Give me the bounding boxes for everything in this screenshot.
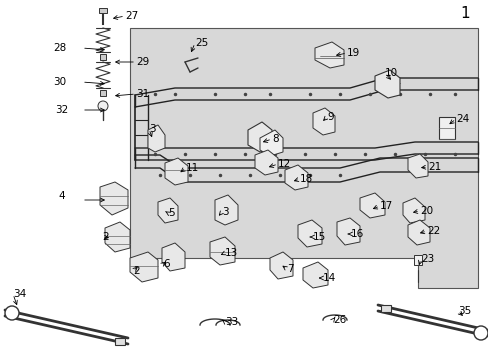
- Text: 2: 2: [133, 266, 140, 276]
- Polygon shape: [209, 237, 235, 265]
- Bar: [100, 90, 106, 96]
- Polygon shape: [312, 108, 334, 135]
- Bar: [413, 255, 421, 265]
- Text: 9: 9: [326, 112, 333, 122]
- Text: 22: 22: [426, 226, 439, 236]
- Polygon shape: [336, 218, 359, 245]
- Polygon shape: [260, 130, 283, 156]
- Polygon shape: [359, 193, 384, 218]
- Polygon shape: [374, 70, 399, 98]
- Text: 35: 35: [457, 306, 470, 316]
- Text: 2: 2: [102, 232, 108, 242]
- Text: 11: 11: [185, 163, 199, 173]
- Polygon shape: [247, 122, 271, 152]
- Polygon shape: [297, 220, 321, 247]
- Polygon shape: [130, 28, 477, 288]
- Text: 29: 29: [136, 57, 149, 67]
- Text: 5: 5: [168, 208, 174, 218]
- Text: 26: 26: [332, 315, 346, 325]
- Text: 3: 3: [149, 124, 155, 134]
- Bar: [438, 117, 454, 139]
- Text: 7: 7: [286, 264, 293, 274]
- Text: 4: 4: [58, 191, 64, 201]
- Text: 27: 27: [125, 11, 138, 21]
- Text: 28: 28: [53, 43, 66, 53]
- Polygon shape: [285, 165, 307, 190]
- Text: 14: 14: [323, 273, 336, 283]
- Polygon shape: [407, 220, 429, 245]
- Polygon shape: [130, 252, 158, 282]
- Bar: [380, 305, 390, 311]
- Polygon shape: [303, 262, 327, 288]
- Polygon shape: [148, 125, 164, 152]
- Text: 21: 21: [427, 162, 440, 172]
- Polygon shape: [402, 198, 424, 223]
- Polygon shape: [105, 222, 130, 252]
- Text: 34: 34: [13, 289, 26, 299]
- Circle shape: [98, 101, 108, 111]
- Polygon shape: [407, 154, 427, 178]
- Text: 16: 16: [350, 229, 364, 239]
- Text: 30: 30: [53, 77, 66, 87]
- Text: 6: 6: [163, 259, 169, 269]
- Text: 3: 3: [222, 207, 228, 217]
- Polygon shape: [100, 182, 128, 215]
- Text: 12: 12: [278, 159, 291, 169]
- Polygon shape: [162, 243, 184, 271]
- Polygon shape: [314, 42, 343, 68]
- Text: 23: 23: [420, 254, 433, 264]
- Text: 10: 10: [384, 68, 397, 78]
- Polygon shape: [164, 158, 187, 185]
- Text: 31: 31: [136, 89, 149, 99]
- Circle shape: [5, 306, 19, 320]
- Polygon shape: [269, 252, 292, 279]
- Text: 8: 8: [271, 134, 278, 144]
- Text: 15: 15: [312, 232, 325, 242]
- Polygon shape: [254, 150, 278, 175]
- Text: 13: 13: [224, 248, 238, 258]
- Text: 17: 17: [379, 201, 392, 211]
- Bar: [115, 338, 125, 345]
- Text: 24: 24: [455, 114, 468, 124]
- Text: 19: 19: [346, 48, 360, 58]
- Circle shape: [473, 326, 487, 340]
- Polygon shape: [158, 198, 178, 223]
- Text: 25: 25: [195, 38, 208, 48]
- Bar: [100, 54, 106, 60]
- Text: 18: 18: [299, 174, 313, 184]
- Bar: [99, 8, 107, 13]
- Text: 1: 1: [459, 6, 468, 22]
- Text: 32: 32: [55, 105, 68, 115]
- Text: 20: 20: [419, 206, 432, 216]
- Text: 33: 33: [224, 317, 238, 327]
- Polygon shape: [215, 195, 238, 225]
